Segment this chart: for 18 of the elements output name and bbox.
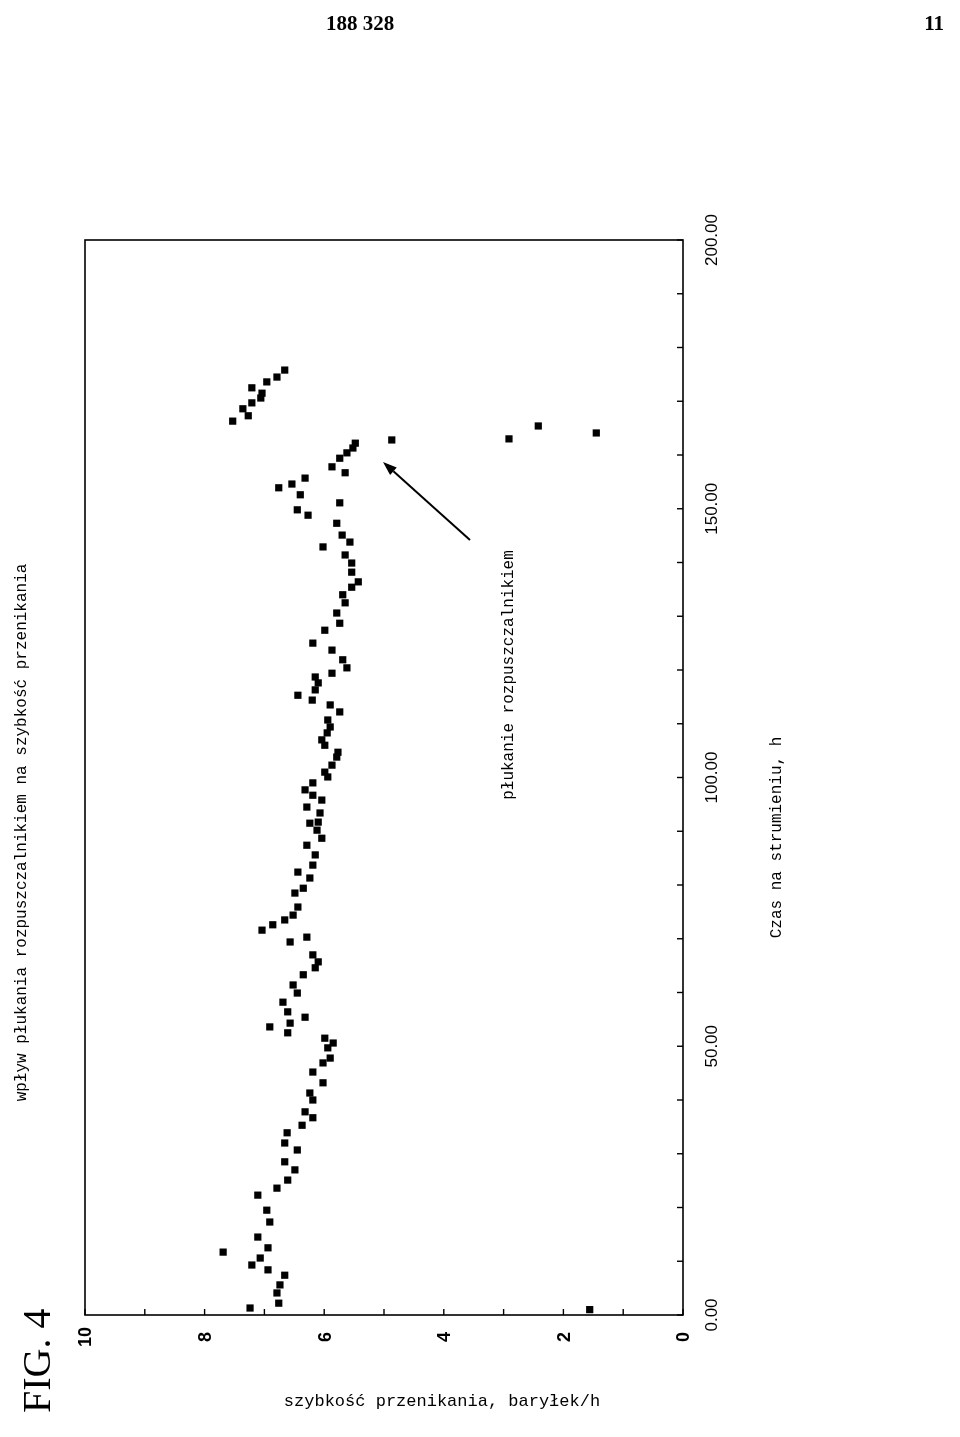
x-axis-title: szybkość przenikania, baryłek/h bbox=[283, 1392, 601, 1411]
x-tick-label: 10 bbox=[75, 1326, 96, 1348]
text: wpływ płukania rozpuszczalnikiem na szybkość przenikania bbox=[12, 563, 31, 1102]
y-tick-label: 0.00 bbox=[701, 1298, 721, 1332]
y-tick-label: 100.00 bbox=[701, 751, 721, 804]
x-tick-label: 6 bbox=[314, 1331, 335, 1343]
y-tick-label: 200.00 bbox=[701, 214, 721, 266]
y-tick-label: 50.00 bbox=[701, 1024, 721, 1068]
x-tick-label: 0 bbox=[673, 1331, 694, 1343]
y-axis-title: Czas na strumieniu, h bbox=[767, 736, 786, 939]
text: 188 328 bbox=[325, 11, 395, 35]
y-tick-label: 150.00 bbox=[701, 482, 721, 535]
caption: FIG. 4 bbox=[14, 1308, 59, 1413]
x-tick-label: 4 bbox=[434, 1331, 455, 1343]
x-tick-label: 2 bbox=[553, 1331, 574, 1343]
text: 11 bbox=[924, 11, 944, 35]
x-tick-label: 8 bbox=[194, 1331, 215, 1343]
annotation: płukanie rozpuszczalnikiem bbox=[499, 550, 518, 800]
